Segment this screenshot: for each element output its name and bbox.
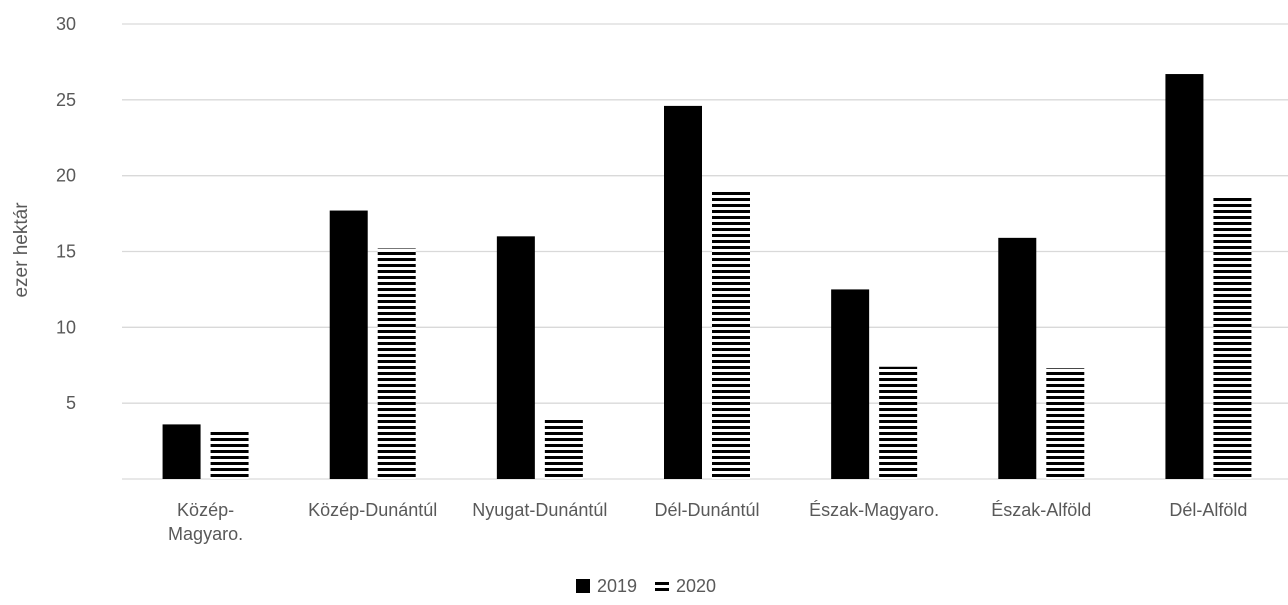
legend-label: 2019 [597,576,637,596]
legend-swatch-2019 [576,579,590,593]
bars [162,74,1252,480]
x-tick-label: Dél-Alföld [1169,500,1247,520]
y-tick-label: 15 [56,242,76,262]
bar-2019-4 [664,105,702,480]
x-tick-label: Magyaro. [168,524,243,544]
bar-2019-7 [1165,74,1204,480]
y-tick-label: 5 [66,393,76,413]
x-tick-label: Közép-Dunántúl [308,500,437,520]
bar-2020-3 [544,419,583,479]
bar-2019-2 [329,210,368,480]
x-axis-labels: Közép- Magyaro. Közép-Dunántúl Nyugat-Dunán… [168,500,1247,544]
bar-2020-1 [210,430,249,479]
bar-2019-5 [831,289,870,479]
bar-2020-2 [377,248,416,479]
y-tick-label: 30 [56,14,76,34]
x-tick-label: Közép- [177,500,234,520]
x-tick-label: Észak-Alföld [991,500,1091,520]
legend-label: 2020 [676,576,716,596]
bar-2019-1 [162,424,201,479]
bar-2020-7 [1213,196,1252,479]
gridlines [122,23,1288,480]
bar-2020-5 [879,366,918,479]
x-tick-label: Nyugat-Dunántúl [472,500,607,520]
x-tick-label: Dél-Dunántúl [654,500,759,520]
y-tick-label: 10 [56,317,76,337]
bar-2020-4 [712,189,750,480]
legend: 2019 2020 [576,576,716,596]
bar-2020-6 [1046,368,1085,479]
y-axis: 5 10 15 20 25 30 [56,14,76,413]
bar-2019-3 [496,236,535,479]
bar-2019-6 [998,237,1037,479]
y-tick-label: 25 [56,90,76,110]
y-tick-label: 20 [56,166,76,186]
legend-swatch-2020 [655,579,669,593]
y-axis-label: ezer hektár [11,202,32,298]
x-tick-label: Észak-Magyaro. [809,500,939,520]
